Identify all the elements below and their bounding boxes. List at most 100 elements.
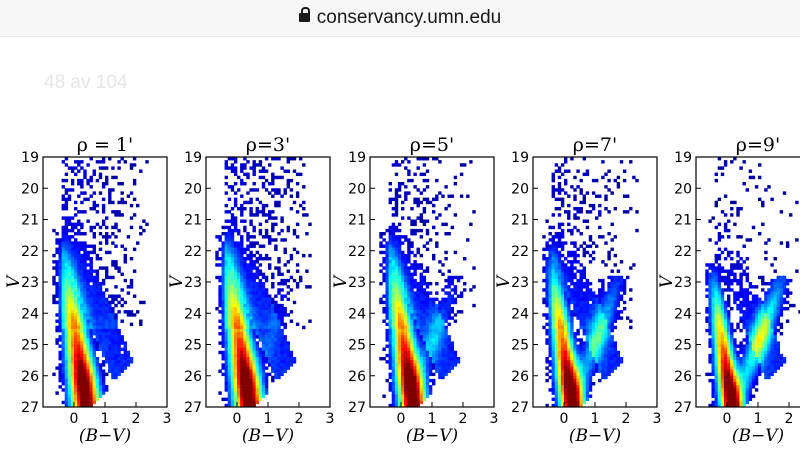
density-cell bbox=[773, 297, 777, 302]
density-cell bbox=[86, 341, 90, 345]
density-cell bbox=[450, 357, 454, 361]
density-cell bbox=[283, 366, 287, 370]
density-cell bbox=[258, 310, 263, 314]
x-tick-label: 2 bbox=[459, 411, 468, 427]
density-cell bbox=[385, 282, 389, 286]
density-cell bbox=[114, 328, 118, 333]
density-cell bbox=[432, 225, 436, 230]
density-cell bbox=[237, 394, 241, 398]
url-display[interactable]: conservancy.umn.edu bbox=[0, 7, 800, 29]
density-cell bbox=[268, 341, 272, 345]
density-cell bbox=[77, 385, 81, 389]
density-cell bbox=[748, 169, 753, 173]
density-cell bbox=[221, 272, 225, 277]
density-cell bbox=[261, 257, 266, 261]
density-cell bbox=[80, 222, 84, 227]
density-cell bbox=[108, 353, 112, 358]
density-cell bbox=[74, 325, 78, 330]
density-cell bbox=[252, 169, 256, 173]
density-cell bbox=[264, 375, 269, 380]
density-cell bbox=[404, 272, 408, 277]
address-bar[interactable]: conservancy.umn.edu bbox=[0, 0, 800, 37]
density-cell bbox=[86, 347, 90, 352]
density-cell bbox=[246, 200, 250, 205]
density-cell bbox=[607, 285, 611, 289]
density-cell bbox=[557, 257, 562, 261]
density-cell bbox=[77, 322, 81, 327]
density-cell bbox=[258, 338, 263, 342]
density-cell bbox=[720, 288, 725, 292]
density-cell bbox=[233, 353, 238, 358]
density-cell bbox=[67, 319, 72, 323]
density-cell bbox=[705, 272, 709, 277]
density-cell bbox=[117, 182, 121, 186]
density-cell bbox=[271, 316, 275, 320]
density-cell bbox=[277, 357, 281, 361]
density-cell bbox=[64, 357, 69, 361]
density-cell bbox=[570, 250, 574, 255]
density-cell bbox=[444, 366, 448, 370]
density-cell bbox=[61, 178, 65, 183]
density-cell bbox=[255, 335, 259, 339]
density-cell bbox=[89, 357, 93, 361]
density-cell bbox=[736, 297, 740, 302]
density-cell bbox=[564, 363, 568, 367]
density-cell bbox=[224, 163, 228, 167]
density-cell bbox=[582, 360, 586, 364]
density-cell bbox=[70, 169, 75, 173]
density-cell bbox=[233, 285, 238, 289]
density-cell bbox=[745, 294, 749, 298]
density-cell bbox=[70, 372, 75, 377]
density-cell bbox=[557, 175, 562, 180]
density-cell bbox=[237, 347, 241, 352]
density-cell bbox=[567, 310, 571, 314]
density-cell bbox=[74, 294, 78, 298]
density-cell bbox=[564, 257, 568, 261]
density-cell bbox=[86, 288, 90, 292]
density-cell bbox=[80, 394, 84, 398]
density-cell bbox=[61, 228, 65, 233]
density-cell bbox=[401, 288, 405, 292]
density-cell bbox=[77, 382, 81, 386]
density-cell bbox=[280, 219, 284, 223]
y-tick-label: 20 bbox=[511, 181, 529, 197]
density-cell bbox=[233, 350, 238, 355]
density-cell bbox=[58, 357, 62, 361]
density-cell bbox=[89, 178, 93, 183]
density-cell bbox=[588, 253, 593, 258]
density-cell bbox=[255, 382, 259, 386]
density-cell bbox=[736, 278, 740, 283]
density-cell bbox=[573, 241, 577, 245]
density-cell bbox=[80, 366, 84, 370]
density-cell bbox=[101, 307, 106, 311]
density-cell bbox=[246, 369, 250, 373]
density-cell bbox=[598, 319, 602, 323]
density-cell bbox=[70, 300, 75, 305]
density-cell bbox=[67, 238, 72, 242]
panel-title: ρ=7' bbox=[573, 134, 617, 156]
density-cell bbox=[123, 353, 127, 358]
density-cell bbox=[588, 382, 593, 386]
density-cell bbox=[52, 253, 56, 258]
density-cell bbox=[95, 294, 100, 298]
density-cell bbox=[450, 350, 454, 355]
density-cell bbox=[258, 210, 263, 214]
density-cell bbox=[246, 378, 250, 383]
density-cell bbox=[111, 300, 115, 305]
density-cell bbox=[74, 282, 78, 286]
density-cell bbox=[548, 341, 552, 345]
density-cell bbox=[745, 291, 749, 295]
density-cell bbox=[224, 250, 228, 255]
density-cell bbox=[394, 332, 399, 336]
density-cell bbox=[419, 360, 423, 364]
density-cell bbox=[557, 291, 562, 295]
density-cell bbox=[585, 347, 590, 352]
density-cell bbox=[705, 282, 709, 286]
density-cell bbox=[422, 319, 427, 323]
density-cell bbox=[83, 169, 87, 173]
density-cell bbox=[730, 213, 734, 217]
density-cell bbox=[252, 188, 256, 192]
density-cell bbox=[83, 338, 87, 342]
density-cell bbox=[588, 291, 593, 295]
density-cell bbox=[401, 335, 405, 339]
